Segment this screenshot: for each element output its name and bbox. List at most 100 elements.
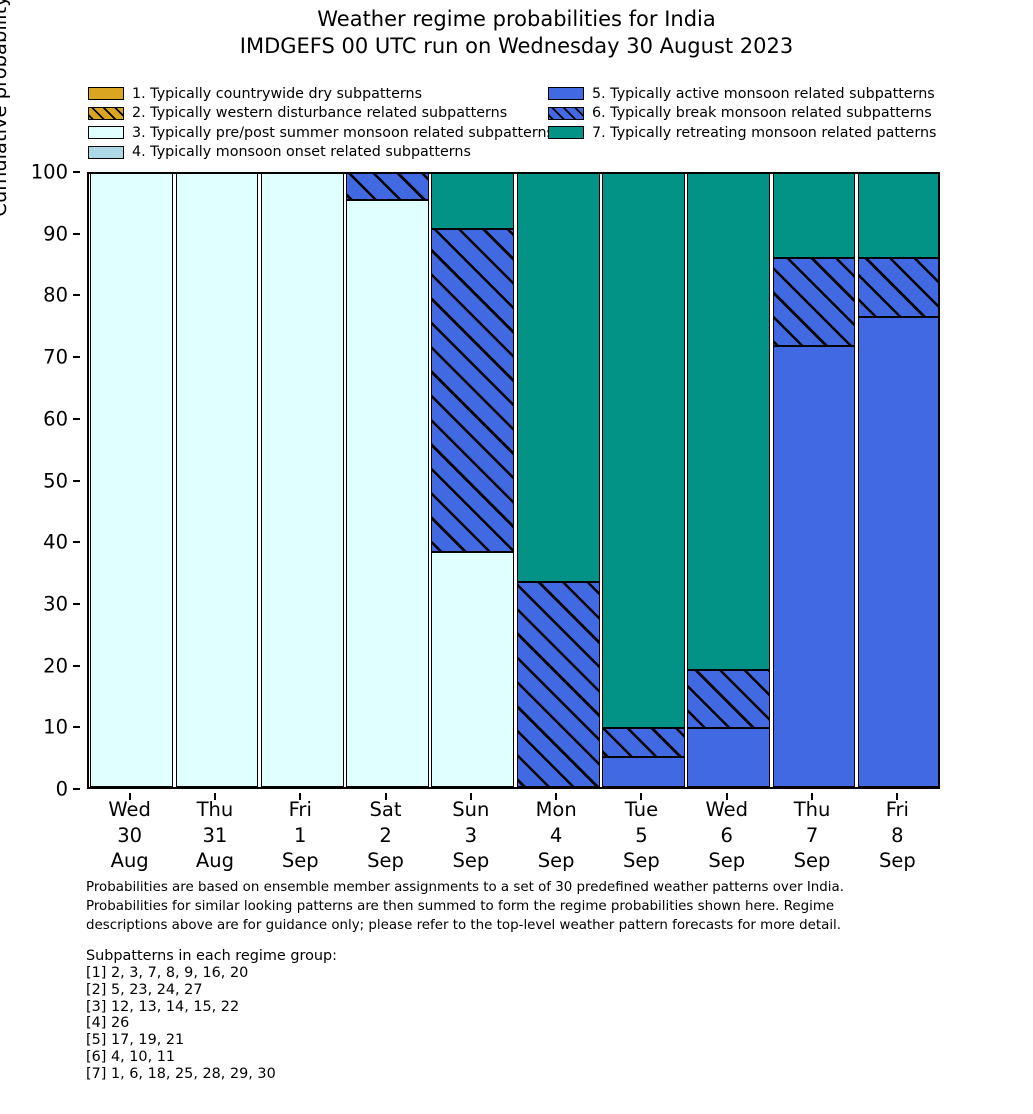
chart-title-line-2: IMDGEFS 00 UTC run on Wednesday 30 Augus… <box>239 33 794 58</box>
bar-segment-regime-5 <box>602 757 685 787</box>
subpattern-group-list: Subpatterns in each regime group: [1] 2, … <box>86 948 686 1083</box>
y-tick-label: 80 <box>43 283 68 307</box>
bar-column <box>260 174 344 787</box>
y-tick-mark <box>73 664 80 667</box>
bar-segment-regime-6 <box>516 581 600 787</box>
legend-label-4: 4. Typically monsoon onset related subpa… <box>132 144 471 161</box>
x-tick-label-dow: Fri <box>288 798 312 821</box>
bar-segment-regime-3 <box>175 174 259 787</box>
bar-segment-regime-6 <box>346 174 429 200</box>
x-tick-mark <box>640 793 643 800</box>
y-tick-mark <box>73 541 80 544</box>
x-tick-label-group: Fri 1 Sep <box>282 797 319 874</box>
x-tick-label-group: Tue 5 Sep <box>623 797 660 874</box>
bar-column <box>857 174 938 787</box>
footnote-line: descriptions above are for guidance only… <box>86 917 842 933</box>
x-tick-label-day: 30 <box>117 823 143 847</box>
subpattern-line: [7] 1, 6, 18, 25, 28, 29, 30 <box>86 1065 276 1082</box>
chart-title-line-1: Weather regime probabilities for India <box>317 7 716 31</box>
bar-column <box>772 174 856 787</box>
x-tick-label-dow: Thu <box>793 798 831 821</box>
bar-segment-regime-3 <box>90 174 173 787</box>
legend-label-2: 2. Typically western disturbance related… <box>132 105 508 122</box>
bar-segment-regime-7 <box>516 174 600 582</box>
x-tick-label-month: Sep <box>878 849 916 873</box>
x-tick-label-day: 6 <box>720 823 733 847</box>
x-tick-label-day: 2 <box>379 823 392 847</box>
bar-column <box>687 174 771 787</box>
y-tick-label: 70 <box>43 345 68 369</box>
subpattern-line: [2] 5, 23, 24, 27 <box>86 981 203 998</box>
x-tick-label-month: Sep <box>281 849 319 873</box>
x-tick-mark <box>811 793 814 800</box>
x-tick-label-group: Thu 7 Sep <box>794 797 831 874</box>
bar-segment-regime-6 <box>687 669 771 729</box>
bar-segment-regime-6 <box>772 258 856 347</box>
legend-entry-7: 7. Typically retreating monsoon related … <box>548 123 937 143</box>
bar-segment-regime-7 <box>602 174 685 728</box>
x-tick-label-month: Aug <box>195 849 234 873</box>
x-tick-label-day: 3 <box>464 823 478 847</box>
y-tick-label: 60 <box>43 407 68 431</box>
x-tick-label-group: Mon 4 Sep <box>536 797 577 874</box>
footnote-line: Probabilities are based on ensemble memb… <box>86 880 844 895</box>
plot-area <box>87 172 940 789</box>
bar-column <box>90 174 173 787</box>
bar-column <box>602 174 685 787</box>
bar-segment-regime-7 <box>431 174 515 229</box>
x-tick-label-month: Sep <box>537 849 575 873</box>
x-tick-label-dow: Tue <box>624 798 659 821</box>
footnote-line: Probabilities for similar looking patter… <box>86 898 835 914</box>
bar-segment-regime-5 <box>687 728 771 787</box>
bar-segment-regime-3 <box>431 551 515 787</box>
y-tick-mark <box>73 356 80 359</box>
subpattern-line: [5] 17, 19, 21 <box>86 1032 185 1049</box>
y-tick-label: 20 <box>43 653 68 677</box>
bar-segment-regime-6 <box>431 228 515 552</box>
subpattern-line: [4] 26 <box>86 1015 130 1032</box>
bar-segment-regime-6 <box>857 258 938 317</box>
bar-segment-regime-7 <box>857 174 938 259</box>
legend-label-6: 6. Typically break monsoon related subpa… <box>592 105 932 122</box>
footnote-paragraph: Probabilities are based on ensemble memb… <box>86 879 986 935</box>
legend-label-7: 7. Typically retreating monsoon related … <box>592 124 937 141</box>
legend-column-left: 1. Typically countrywide dry subpatterns… <box>88 84 554 162</box>
x-tick-label-dow: Wed <box>705 798 749 821</box>
x-tick-label-month: Sep <box>793 849 831 873</box>
x-tick-label-day: 31 <box>202 823 228 847</box>
y-tick-mark <box>73 602 80 605</box>
bar-column <box>431 174 515 787</box>
y-tick-label: 10 <box>43 715 68 739</box>
y-axis-ticks: 0 10 20 30 40 50 60 70 80 90 100 <box>0 162 80 798</box>
x-tick-mark <box>213 793 216 800</box>
x-tick-label-month: Aug <box>110 849 149 873</box>
y-tick-mark <box>73 788 80 790</box>
y-tick-mark <box>73 479 80 482</box>
legend-label-3: 3. Typically pre/post summer monsoon rel… <box>132 124 554 141</box>
x-tick-label-day: 5 <box>635 823 648 847</box>
bar-column <box>175 174 259 787</box>
legend-swatch-6 <box>548 106 584 120</box>
legend-swatch-1 <box>88 87 124 101</box>
y-tick-mark <box>73 726 80 729</box>
y-tick-label: 90 <box>43 221 68 245</box>
x-tick-label-group: Wed 30 Aug <box>108 797 151 874</box>
x-tick-label-month: Sep <box>452 849 490 873</box>
x-tick-label-group: Sat 2 Sep <box>367 797 404 874</box>
x-tick-label-dow: Wed <box>108 798 151 821</box>
y-tick-label: 30 <box>43 592 68 616</box>
legend-entry-4: 4. Typically monsoon onset related subpa… <box>88 143 554 163</box>
bar-segment-regime-5 <box>772 346 856 787</box>
x-tick-label-group: Thu 31 Aug <box>196 797 234 874</box>
legend-swatch-3 <box>88 126 124 140</box>
chart-legend: 1. Typically countrywide dry subpatterns… <box>88 84 968 162</box>
bar-segment-regime-6 <box>602 727 685 758</box>
x-tick-label-day: 8 <box>891 823 904 847</box>
plot-wrapper <box>87 172 940 789</box>
legend-column-right: 5. Typically active monsoon related subp… <box>548 84 937 143</box>
subpattern-line: [1] 2, 3, 7, 8, 9, 16, 20 <box>86 964 249 981</box>
x-tick-label-month: Sep <box>623 849 660 873</box>
x-tick-mark <box>128 793 131 800</box>
bar-segment-regime-7 <box>772 174 856 259</box>
x-tick-label-dow: Sat <box>369 798 402 821</box>
